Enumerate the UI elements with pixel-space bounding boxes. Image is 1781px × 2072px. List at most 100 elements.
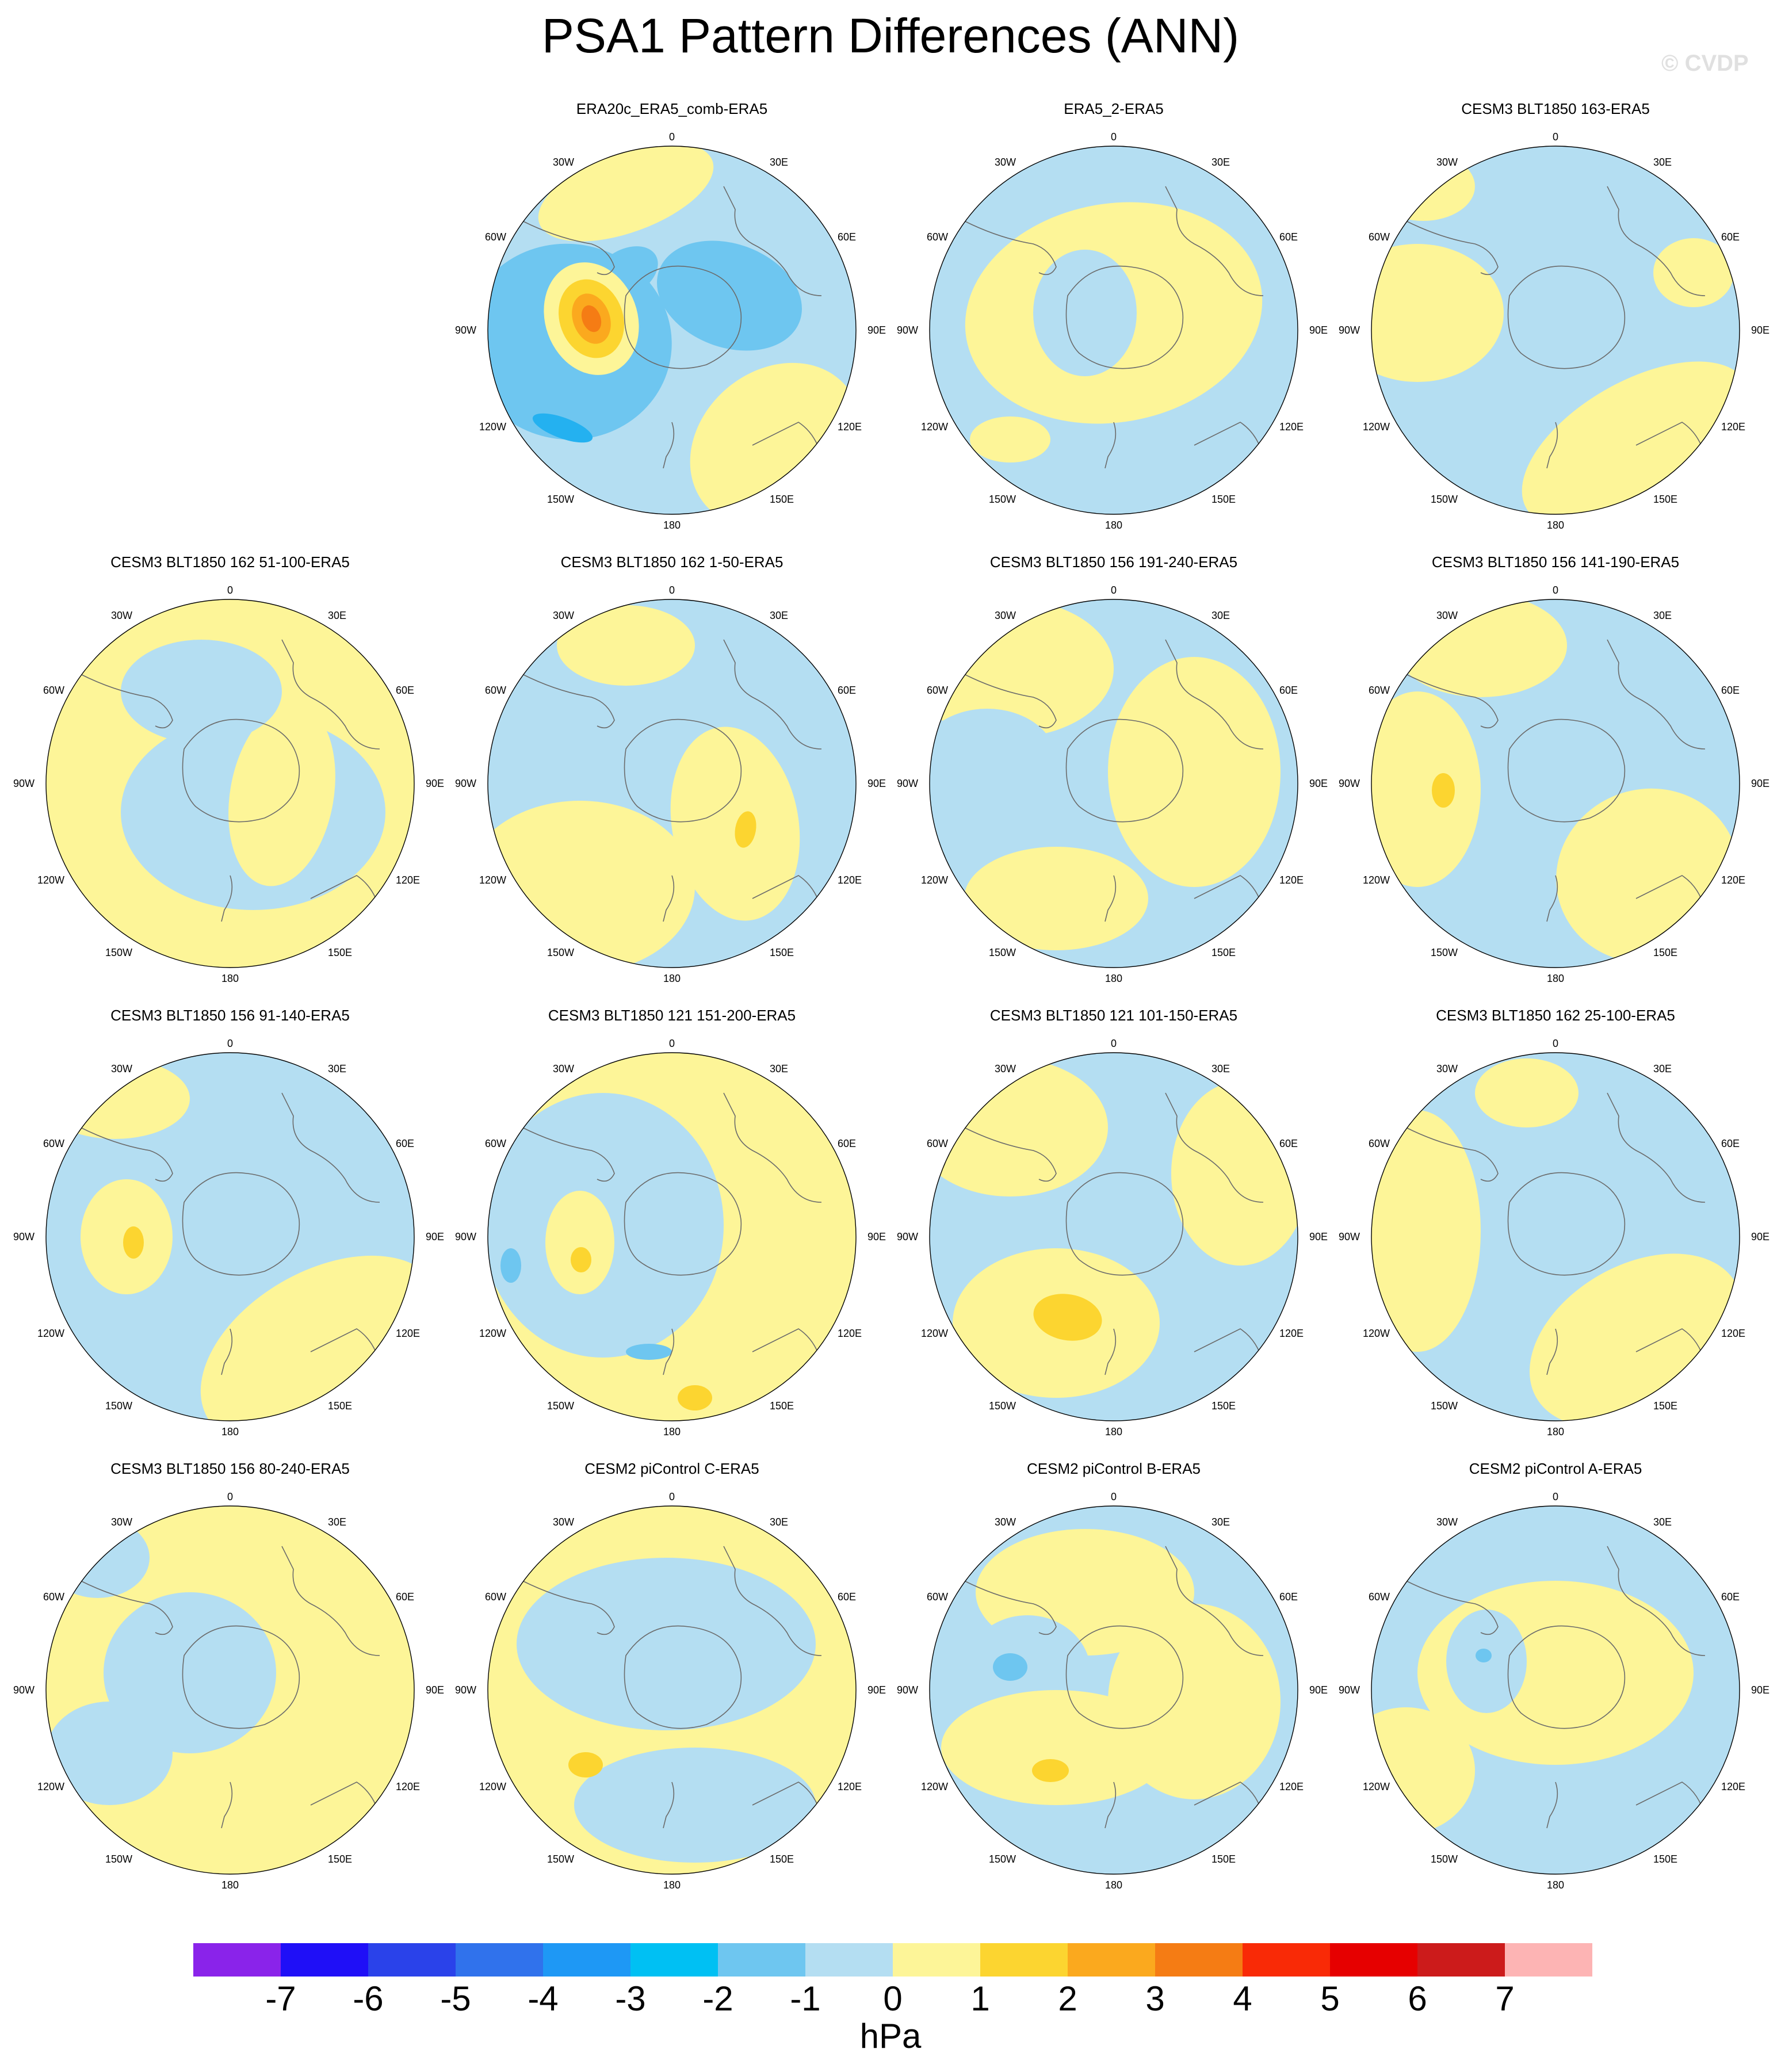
- longitude-label: 150E: [1653, 494, 1677, 505]
- longitude-label: 90E: [867, 324, 886, 336]
- coastline: [1165, 186, 1264, 296]
- longitude-label: 60W: [1369, 685, 1390, 696]
- polar-map: 0 180 90W 90E 30W 60W 30E 60E 120W 150W 120E 150E: [897, 131, 1328, 531]
- longitude-label: 150E: [770, 1853, 794, 1865]
- anomaly-contour: [1108, 657, 1281, 887]
- colorbar-tick-label: -3: [615, 1979, 646, 2018]
- anomaly-contour: [574, 1748, 816, 1863]
- longitude-label: 180: [1547, 973, 1564, 984]
- longitude-label: 30W: [995, 156, 1016, 168]
- anomaly-contour: [1171, 1081, 1298, 1266]
- anomaly-contour: [941, 1690, 1171, 1805]
- polar-map: 0 180 90W 90E 30W 60W 30E 60E 120W 150W 120E 150E: [897, 1038, 1328, 1438]
- longitude-label: 60E: [396, 1591, 414, 1603]
- longitude-label: 180: [221, 1426, 239, 1438]
- longitude-label: 90W: [13, 1231, 35, 1243]
- longitude-label: 120W: [479, 1781, 506, 1792]
- longitude-label: 120E: [838, 874, 862, 886]
- coastline: [1104, 875, 1117, 922]
- longitude-label: 180: [663, 1879, 681, 1891]
- colorbar-tick-label: -1: [790, 1979, 821, 2018]
- colorbar-tick-label: -4: [528, 1979, 559, 2018]
- longitude-label: 30W: [995, 1516, 1016, 1528]
- longitude-label: 60W: [1369, 1138, 1390, 1149]
- anomaly-contour: [1032, 1759, 1069, 1782]
- coastline: [1065, 1172, 1184, 1276]
- longitude-label: 150E: [770, 947, 794, 958]
- colorbar-swatch: [1068, 1943, 1155, 1977]
- anomaly-contour: [964, 847, 1148, 950]
- longitude-label: 90W: [897, 1684, 918, 1696]
- map-boundary: [1371, 1505, 1740, 1875]
- polar-map: 0 180 90W 90E 30W 60W 30E 60E 120W 150W 120E 150E: [1339, 1491, 1769, 1891]
- longitude-label: 150E: [770, 494, 794, 505]
- longitude-label: 90W: [1339, 778, 1360, 789]
- coastline: [1405, 220, 1499, 276]
- longitude-label: 90E: [1309, 324, 1328, 336]
- longitude-label: 60W: [485, 231, 506, 243]
- longitude-label: 30E: [1653, 1063, 1672, 1075]
- colorbar-swatch: [543, 1943, 630, 1977]
- longitude-label: 180: [663, 1426, 681, 1438]
- longitude-label: 30W: [111, 1516, 132, 1528]
- coastline: [1607, 186, 1706, 296]
- longitude-label: 60E: [1721, 1591, 1740, 1603]
- longitude-label: 90W: [1339, 1231, 1360, 1243]
- longitude-label: 120E: [1721, 874, 1745, 886]
- anomaly-contour: [1371, 1707, 1475, 1834]
- longitude-label: 150E: [1653, 1853, 1677, 1865]
- longitude-label: 0: [1553, 584, 1558, 596]
- longitude-label: 120E: [396, 1328, 420, 1339]
- map-boundary: [929, 599, 1298, 968]
- longitude-label: 120W: [37, 1781, 64, 1792]
- anomaly-contour: [1394, 599, 1567, 697]
- map-boundary: [487, 1052, 857, 1421]
- longitude-label: 60E: [838, 685, 856, 696]
- longitude-label: 60W: [927, 685, 948, 696]
- longitude-label: 30E: [1211, 610, 1230, 621]
- polar-map: 0 180 90W 90E 30W 60W 30E 60E 120W 150W 120E 150E: [13, 1491, 444, 1891]
- panel-title: CESM2 piControl C-ERA5: [584, 1460, 759, 1477]
- panel-title: CESM3 BLT1850 121 151-200-ERA5: [548, 1007, 796, 1024]
- coastline: [1405, 674, 1499, 729]
- anomaly-contour: [930, 1058, 1108, 1196]
- longitude-label: 120W: [479, 1328, 506, 1339]
- panel-title: ERA5_2-ERA5: [1064, 100, 1164, 117]
- map-panel: CESM3 BLT1850 156 191-240-ERA5 0 180 90W 90E…: [895, 553, 1332, 991]
- coastline: [964, 220, 1057, 276]
- longitude-label: 60E: [1279, 1138, 1298, 1149]
- colorbar-swatch: [1417, 1943, 1505, 1977]
- longitude-label: 0: [669, 1038, 675, 1049]
- colorbar-tick-label: 4: [1233, 1979, 1252, 2018]
- anomaly-contour: [121, 640, 282, 743]
- longitude-label: 90E: [1751, 324, 1769, 336]
- longitude-label: 180: [1105, 519, 1122, 531]
- panel-title: CESM2 piControl A-ERA5: [1469, 1460, 1642, 1477]
- longitude-label: 60E: [1279, 685, 1298, 696]
- map-panel: CESM3 BLT1850 162 51-100-ERA5 0 180 90W 90E 3…: [12, 553, 449, 991]
- map-boundary: [45, 1052, 415, 1421]
- coastline: [663, 875, 675, 922]
- longitude-label: 30W: [553, 156, 574, 168]
- longitude-label: 60E: [838, 1591, 856, 1603]
- panel-title: CESM3 BLT1850 156 91-140-ERA5: [110, 1007, 350, 1024]
- panel-title: CESM3 BLT1850 162 1-50-ERA5: [560, 553, 784, 571]
- longitude-label: 120W: [921, 1328, 948, 1339]
- anomaly-contour: [657, 240, 802, 351]
- anomaly-contour: [1371, 1110, 1481, 1352]
- map-panel: CESM3 BLT1850 163-ERA5 0 180 90W 90E 30W 60W 30…: [1337, 100, 1774, 537]
- longitude-label: 30E: [770, 1063, 788, 1075]
- longitude-label: 30W: [111, 1063, 132, 1075]
- coastline: [663, 422, 675, 469]
- longitude-label: 30E: [1211, 1063, 1230, 1075]
- coastline: [964, 1127, 1057, 1182]
- coastline: [281, 639, 380, 750]
- longitude-label: 120E: [1279, 421, 1304, 433]
- map-panel: CESM3 BLT1850 121 101-150-ERA5 0 180 90W 90E…: [895, 1007, 1332, 1444]
- longitude-label: 90W: [13, 1684, 35, 1696]
- longitude-label: 90E: [867, 778, 886, 789]
- longitude-label: 60E: [838, 1138, 856, 1149]
- coastline: [1507, 265, 1626, 369]
- longitude-label: 90E: [1751, 1231, 1769, 1243]
- coastline: [624, 718, 742, 823]
